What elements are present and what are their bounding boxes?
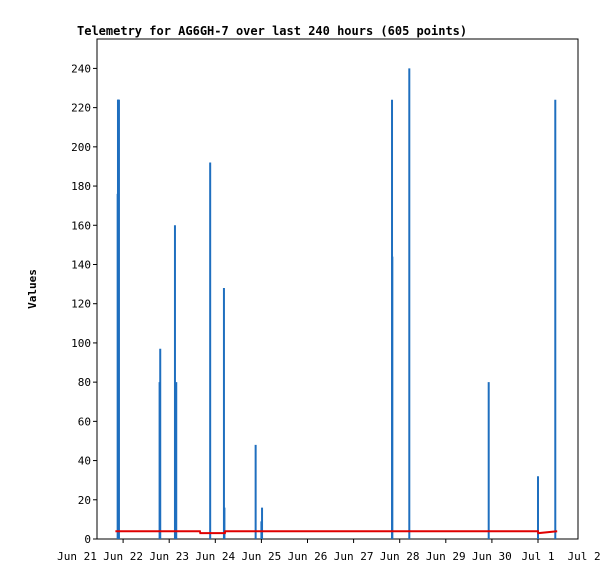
- chart-title: Telemetry for AG6GH-7 over last 240 hour…: [77, 24, 467, 38]
- y-tick-label: 140: [71, 258, 91, 271]
- x-tick-label: Jun 24: [195, 550, 235, 563]
- x-tick-label: Jun 22: [103, 550, 143, 563]
- y-tick-label: 240: [71, 62, 91, 75]
- y-tick-label: 20: [78, 494, 91, 507]
- x-tick-label: Jun 27: [334, 550, 374, 563]
- y-tick-label: 120: [71, 298, 91, 311]
- x-tick-label: Jun 25: [242, 550, 282, 563]
- spike-series: [116, 68, 557, 539]
- x-tick-label: Jun 21: [57, 550, 97, 563]
- x-tick-label: Jul 2: [568, 550, 601, 563]
- x-tick-label: Jun 28: [380, 550, 420, 563]
- baseline-series-line: [115, 530, 558, 535]
- y-tick-label: 100: [71, 337, 91, 350]
- y-tick-label: 220: [71, 102, 91, 115]
- chart-marks: [115, 68, 558, 539]
- x-tick-label: Jun 26: [288, 550, 328, 563]
- y-tick-label: 0: [84, 533, 91, 546]
- x-tick-label: Jul 1: [521, 550, 554, 563]
- x-axis: Jun 21 Jun 22 Jun 23 Jun 24 Jun 25 Jun 26 Jun …: [57, 539, 601, 563]
- plot-area: [96, 38, 579, 540]
- x-tick-label: Jun 29: [426, 550, 466, 563]
- y-tick-label: 80: [78, 376, 91, 389]
- y-tick-label: 200: [71, 141, 91, 154]
- y-tick-label: 180: [71, 180, 91, 193]
- x-tick-label: Jun 23: [149, 550, 189, 563]
- x-tick-label: Jun 30: [472, 550, 512, 563]
- y-axis-label: Values: [26, 269, 39, 309]
- y-tick-label: 160: [71, 219, 91, 232]
- y-tick-label: 60: [78, 415, 91, 428]
- y-axis: 0 20 40 60 80 100 120 140 160 180 200 220 240: [71, 62, 97, 546]
- y-tick-label: 40: [78, 455, 91, 468]
